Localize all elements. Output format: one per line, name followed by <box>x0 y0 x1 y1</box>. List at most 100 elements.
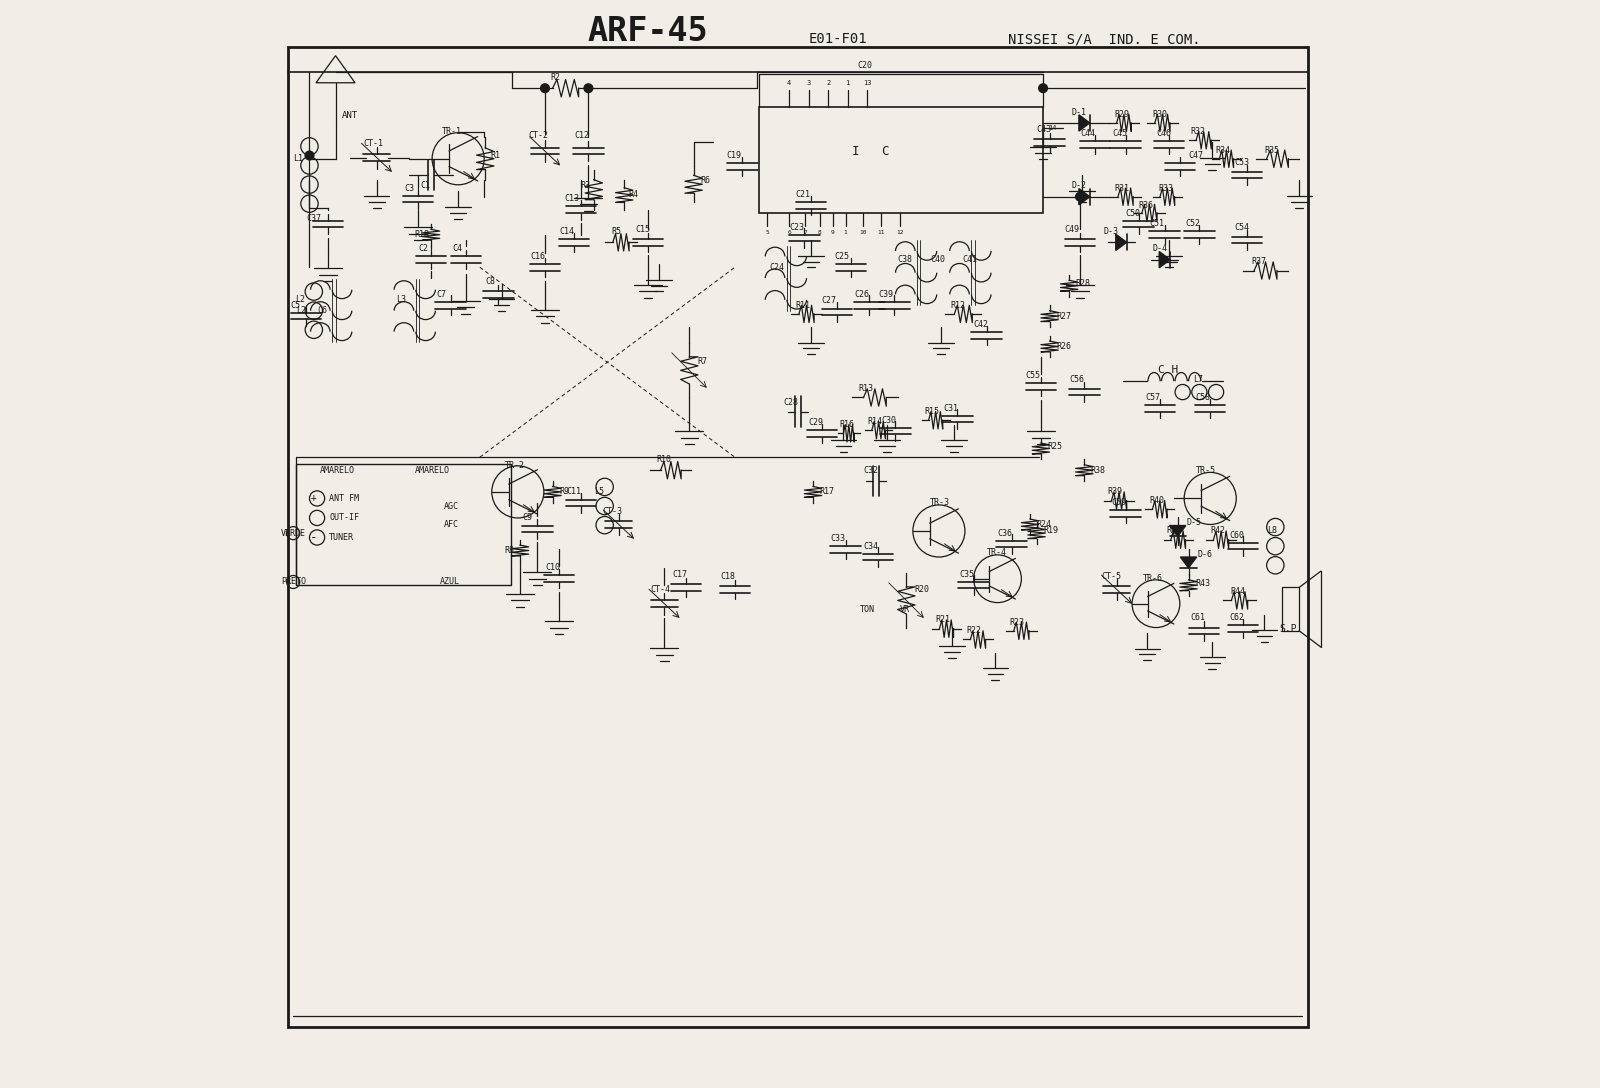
Text: 12: 12 <box>896 230 904 235</box>
Text: R26: R26 <box>1056 342 1070 351</box>
Text: R17: R17 <box>819 487 835 496</box>
Text: R34: R34 <box>1216 146 1230 154</box>
Text: R7: R7 <box>698 357 707 367</box>
Text: R18: R18 <box>414 231 430 239</box>
Text: C45: C45 <box>1112 129 1128 138</box>
Bar <box>758 107 1043 213</box>
Text: C52: C52 <box>1186 220 1200 228</box>
Text: D-6: D-6 <box>1197 551 1213 559</box>
Text: C32: C32 <box>862 466 878 474</box>
Text: C6: C6 <box>317 306 326 316</box>
Text: L1: L1 <box>293 154 304 163</box>
Text: R20: R20 <box>914 585 930 594</box>
Text: R42: R42 <box>1210 527 1226 535</box>
Circle shape <box>306 151 314 160</box>
Polygon shape <box>1078 115 1090 131</box>
Text: C2: C2 <box>418 245 429 254</box>
Text: 13: 13 <box>862 79 872 86</box>
Text: R10: R10 <box>656 455 672 463</box>
Text: L3: L3 <box>397 295 406 305</box>
Text: C53: C53 <box>1234 158 1250 166</box>
Text: 9: 9 <box>830 230 835 235</box>
Text: C44: C44 <box>1080 129 1094 138</box>
Text: C35: C35 <box>960 570 974 579</box>
Text: R8: R8 <box>506 546 515 555</box>
Circle shape <box>1038 84 1048 92</box>
Text: R24: R24 <box>1037 520 1051 529</box>
Text: C25: C25 <box>835 252 850 261</box>
Text: R12: R12 <box>950 300 966 310</box>
Text: -: - <box>310 531 317 544</box>
Text: C4: C4 <box>453 245 462 254</box>
Text: AZUL: AZUL <box>440 578 459 586</box>
Bar <box>1282 588 1299 631</box>
Text: D-1: D-1 <box>1072 108 1086 116</box>
Text: D-2: D-2 <box>1072 182 1086 190</box>
Text: AMARELO: AMARELO <box>320 466 355 474</box>
Text: R15: R15 <box>925 407 939 416</box>
Text: CT-1: CT-1 <box>363 139 384 148</box>
Text: R36: R36 <box>1139 201 1154 210</box>
Text: L8: L8 <box>1267 527 1277 535</box>
Text: R1: R1 <box>491 151 501 160</box>
Text: C50: C50 <box>1125 209 1141 218</box>
Text: 2: 2 <box>826 79 830 86</box>
Text: C46: C46 <box>1155 129 1171 138</box>
Text: C28: C28 <box>784 398 798 407</box>
Text: R28: R28 <box>1075 279 1091 288</box>
Text: R29: R29 <box>1115 110 1130 119</box>
Text: TR-2: TR-2 <box>506 461 525 470</box>
Text: +: + <box>310 494 317 504</box>
Text: R38: R38 <box>1091 466 1106 474</box>
Polygon shape <box>1160 251 1170 268</box>
Text: C30: C30 <box>882 416 896 424</box>
Text: C19: C19 <box>726 151 741 160</box>
Text: R4: R4 <box>629 190 638 199</box>
Text: C34: C34 <box>862 542 878 551</box>
Text: L7: L7 <box>1194 374 1203 384</box>
Text: C41: C41 <box>963 256 978 264</box>
Text: C11: C11 <box>566 487 582 496</box>
Text: C56: C56 <box>1069 374 1085 384</box>
Text: R22: R22 <box>966 627 981 635</box>
Text: C13: C13 <box>565 195 579 203</box>
Text: ARF-45: ARF-45 <box>587 15 709 48</box>
Text: R9: R9 <box>558 487 570 496</box>
Text: C16: C16 <box>531 252 546 261</box>
Text: C51: C51 <box>1149 220 1165 228</box>
Text: C40: C40 <box>930 256 946 264</box>
Text: C33: C33 <box>830 534 845 543</box>
Text: R14: R14 <box>867 417 882 425</box>
Text: R2: R2 <box>550 73 560 82</box>
Text: R44: R44 <box>1230 588 1246 596</box>
Polygon shape <box>1170 526 1186 536</box>
Circle shape <box>1075 193 1085 201</box>
Text: TR-4: TR-4 <box>987 548 1006 557</box>
Text: 3: 3 <box>806 79 811 86</box>
Text: TR-5: TR-5 <box>1197 466 1216 474</box>
Text: C27: C27 <box>822 296 837 306</box>
Text: C59: C59 <box>1112 498 1126 507</box>
Text: C23: C23 <box>789 223 805 232</box>
Text: OUT-IF: OUT-IF <box>330 514 358 522</box>
Text: 8: 8 <box>818 230 821 235</box>
Text: AGC: AGC <box>445 502 459 510</box>
Text: C62: C62 <box>1230 614 1245 622</box>
Text: R6: R6 <box>701 176 710 185</box>
Text: C29: C29 <box>808 418 824 426</box>
Text: C21: C21 <box>795 190 811 199</box>
Text: R13: R13 <box>859 384 874 394</box>
Text: D-3: D-3 <box>1104 227 1118 236</box>
Text: L2: L2 <box>296 295 306 305</box>
Text: 6: 6 <box>787 230 790 235</box>
Text: R31: R31 <box>1115 184 1130 193</box>
Text: C20: C20 <box>858 61 872 70</box>
Text: ANT: ANT <box>342 111 358 120</box>
Text: R43: R43 <box>1195 579 1210 588</box>
Text: C14: C14 <box>558 227 574 236</box>
Text: R30: R30 <box>1152 110 1168 119</box>
Text: L2: L2 <box>296 306 307 316</box>
Text: C58: C58 <box>1195 393 1210 401</box>
Text: C7: C7 <box>437 289 446 299</box>
Text: R32: R32 <box>1190 127 1206 136</box>
